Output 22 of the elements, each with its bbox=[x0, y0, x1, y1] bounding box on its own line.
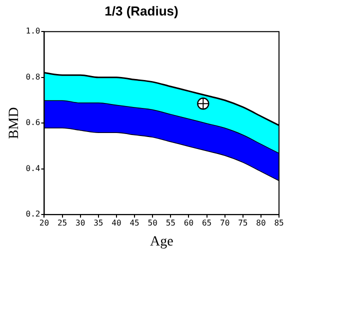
y-tick-label: 1.0 bbox=[26, 26, 40, 36]
x-axis-title: Age bbox=[150, 234, 174, 250]
x-tick-label: 40 bbox=[112, 218, 122, 228]
y-tick-label: 0.8 bbox=[26, 72, 40, 82]
x-tick-label: 35 bbox=[94, 218, 104, 228]
x-tick-label: 25 bbox=[57, 218, 68, 228]
x-tick-label: 70 bbox=[220, 218, 230, 228]
x-tick-label: 65 bbox=[202, 218, 212, 228]
chart-title: 1/3 (Radius) bbox=[104, 3, 178, 18]
x-tick-label: 50 bbox=[148, 218, 158, 228]
x-tick-label: 45 bbox=[130, 218, 140, 228]
y-tick-label: 0.4 bbox=[26, 164, 40, 173]
x-tick-label: 60 bbox=[184, 218, 194, 228]
x-tick-label: 85 bbox=[274, 218, 284, 228]
x-tick-label: 55 bbox=[166, 218, 176, 228]
x-tick-label: 80 bbox=[256, 218, 266, 228]
y-axis-title: BMD bbox=[7, 107, 22, 140]
x-tick-label: 30 bbox=[76, 218, 86, 228]
y-tick-label: 0.6 bbox=[26, 118, 40, 128]
x-tick-label: 20 bbox=[39, 218, 50, 228]
y-tick-label: 0.2 bbox=[26, 210, 40, 219]
x-tick-label: 75 bbox=[238, 218, 248, 228]
